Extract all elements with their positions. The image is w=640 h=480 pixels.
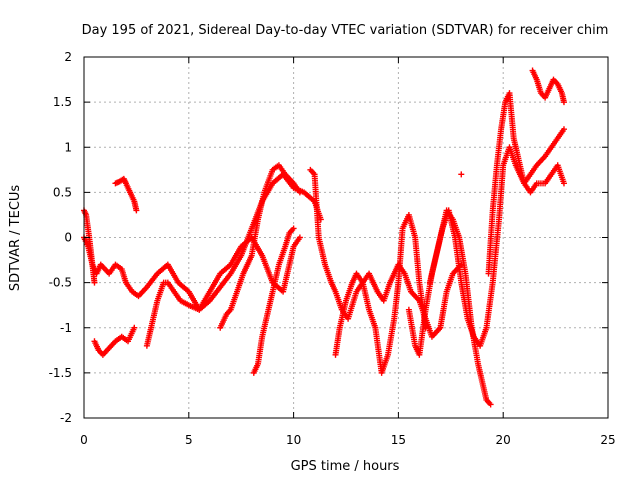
data-point: [296, 189, 303, 196]
y-axis-title: SDTVAR / TECUs: [8, 185, 23, 292]
y-tick-label: 1: [64, 140, 72, 154]
y-tick-label: -1.5: [49, 366, 72, 380]
x-tick-label: 25: [600, 433, 615, 447]
data-point: [560, 180, 567, 187]
x-tick-label: 15: [391, 433, 406, 447]
series-arc13: [485, 90, 567, 277]
x-tick-label: 0: [80, 433, 88, 447]
data-point: [560, 126, 567, 133]
y-tick-label: -1: [60, 321, 72, 335]
data-point: [131, 324, 138, 331]
x-axis-title: GPS time / hours: [291, 459, 400, 474]
series-arc9: [332, 211, 429, 376]
series-arc7: [250, 225, 297, 376]
y-axis-ticks: -2 -1.5 -1 -0.5 0 0.5 1 1.5 2: [49, 50, 608, 425]
x-axis-ticks: 0 5 10 15 20 25: [80, 57, 616, 447]
data-point: [91, 279, 98, 286]
series-arc3: [91, 324, 138, 358]
series-arc14: [529, 67, 567, 106]
series-arc5: [143, 234, 303, 349]
chart-title: Day 195 of 2021, Sidereal Day-to-day VTE…: [82, 23, 609, 38]
data-point: [560, 99, 567, 106]
y-tick-label: -2: [60, 411, 72, 425]
y-tick-label: 2: [64, 50, 72, 64]
y-tick-label: -0.5: [49, 276, 72, 290]
y-tick-label: 0.5: [53, 185, 72, 199]
data-point: [458, 171, 465, 178]
x-tick-label: 10: [286, 433, 301, 447]
y-tick-label: 1.5: [53, 95, 72, 109]
x-tick-label: 5: [185, 433, 193, 447]
data-point: [487, 401, 494, 408]
data-point: [290, 225, 297, 232]
series-arc12: [458, 171, 465, 178]
data-point: [296, 234, 303, 241]
data-points: [81, 67, 567, 408]
grid-lines: [84, 57, 608, 418]
series-arc6: [217, 162, 303, 331]
data-point: [133, 207, 140, 214]
series-arc4: [112, 175, 140, 214]
y-tick-label: 0: [64, 231, 72, 245]
x-tick-label: 20: [496, 433, 511, 447]
